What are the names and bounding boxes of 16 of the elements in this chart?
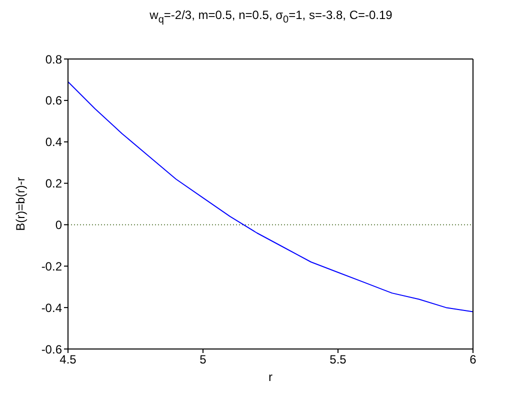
y-tick-label: 0.8	[45, 52, 62, 66]
y-axis-title: B(r)=b(r)-r	[13, 177, 28, 231]
line-series	[68, 81, 473, 312]
x-axis-title: r	[268, 370, 272, 384]
y-tick-label: -0.6	[41, 342, 62, 356]
y-tick-label: -0.2	[41, 259, 62, 274]
y-tick-label: 0.6	[45, 94, 62, 108]
y-tick-label: 0.2	[45, 176, 62, 191]
y-tick-label: -0.4	[41, 300, 62, 315]
x-tick-label: 4.5	[60, 352, 77, 367]
x-tick-label: 5.5	[330, 352, 347, 367]
chart-title: w$_{q}$=-2/3, m=0.5, n=0.5, σ$_{0}$=1, s=-3.8, C=-0.19	[148, 8, 394, 28]
y-tick-label: 0.4	[45, 135, 62, 150]
y-tick-label: 0	[55, 218, 62, 232]
x-tick-label: 6	[470, 352, 477, 367]
x-tick-label: 5	[200, 352, 207, 367]
